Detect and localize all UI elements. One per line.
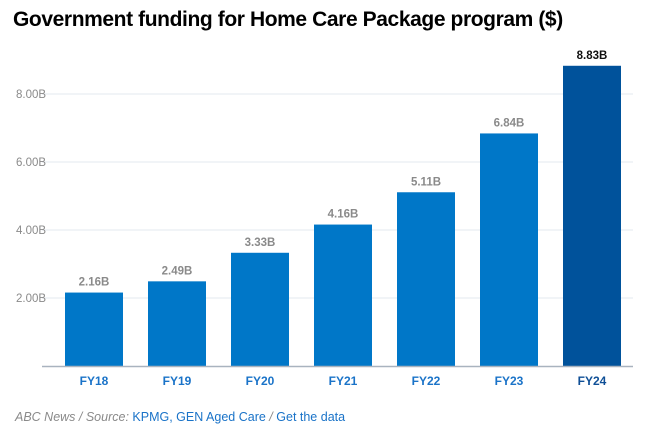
data-label-fy18: 2.16B [79, 277, 110, 289]
bar-fy20 [231, 252, 289, 366]
y-tick-label: 4.00B [16, 225, 46, 237]
data-label-fy21: 4.16B [328, 209, 359, 221]
chart-title: Government funding for Home Care Package… [13, 8, 563, 31]
y-tick-label: 8.00B [16, 89, 46, 101]
x-tick-label: FY20 [246, 374, 275, 388]
data-label-fy19: 2.49B [162, 265, 193, 277]
data-labels: 2.16B 2.49B 3.33B 4.16B 5.11B 6.84B 8.83B [79, 50, 608, 289]
x-tick-label: FY21 [329, 374, 358, 388]
chart-footer: ABC News / Source: KPMG, GEN Aged Care /… [15, 410, 345, 424]
data-label-fy24: 8.83B [577, 50, 608, 62]
bar-fy18 [65, 292, 123, 366]
x-tick-label: FY19 [163, 374, 192, 388]
x-tick-label: FY23 [495, 374, 524, 388]
bar-fy21 [314, 224, 372, 366]
credit-text: ABC News / Source: [15, 410, 129, 424]
x-tick-label: FY24 [578, 374, 607, 388]
data-label-fy23: 6.84B [494, 117, 525, 129]
footer-separator: / [269, 410, 273, 424]
y-tick-label: 2.00B [16, 293, 46, 305]
bar-fy22 [397, 192, 455, 366]
get-the-data-link[interactable]: Get the data [276, 410, 346, 424]
bars [65, 65, 621, 366]
y-axis-ticks: 2.00B 4.00B 6.00B 8.00B [16, 89, 46, 305]
y-tick-label: 6.00B [16, 157, 46, 169]
bar-chart: 2.00B 4.00B 6.00B 8.00B 2.16B 2.49B 3.33B 4.16… [16, 50, 633, 388]
data-label-fy20: 3.33B [245, 237, 276, 249]
bar-fy23 [480, 133, 538, 366]
x-tick-label: FY18 [80, 374, 109, 388]
x-tick-label: FY22 [412, 374, 441, 388]
bar-fy24 [563, 65, 621, 366]
bar-fy19 [148, 281, 206, 366]
source-link[interactable]: KPMG, GEN Aged Care [132, 410, 266, 424]
x-axis-labels: FY18 FY19 FY20 FY21 FY22 FY23 FY24 [80, 374, 607, 388]
data-label-fy22: 5.11B [411, 176, 441, 188]
